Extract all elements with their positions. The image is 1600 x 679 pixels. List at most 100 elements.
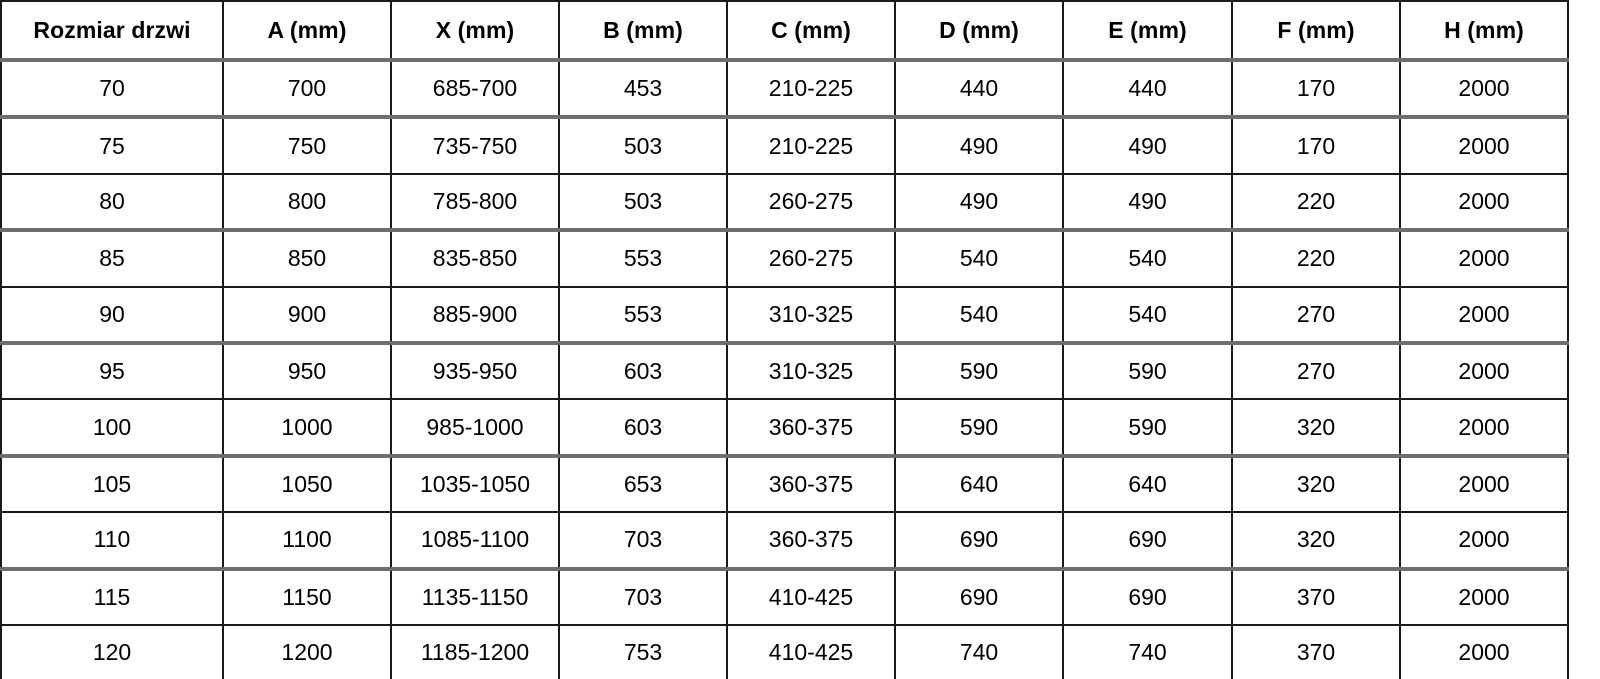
table-row: 95 950 935-950 603 310-325 590 590 270 2000	[0, 342, 1569, 401]
cell-b: 603	[558, 342, 728, 401]
table-header: Rozmiar drzwi A (mm) X (mm) B (mm) C (mm…	[0, 0, 1569, 62]
cell-h: 2000	[1399, 342, 1569, 401]
table-row: 100 1000 985-1000 603 360-375 590 590 320 2000	[0, 399, 1569, 458]
table-body: 70 700 685-700 453 210-225 440 440 170 2000 75 750…	[0, 60, 1569, 679]
column-header-size: Rozmiar drzwi	[0, 0, 224, 62]
cell-d: 590	[894, 399, 1064, 458]
cell-x: 885-900	[390, 286, 560, 345]
cell-f: 370	[1231, 624, 1401, 679]
table-header-row: Rozmiar drzwi A (mm) X (mm) B (mm) C (mm…	[0, 0, 1569, 62]
cell-f: 320	[1231, 399, 1401, 458]
cell-a: 1050	[222, 455, 392, 514]
table-row: 90 900 885-900 553 310-325 540 540 270 2000	[0, 286, 1569, 345]
cell-a: 800	[222, 173, 392, 233]
cell-d: 690	[894, 512, 1064, 571]
cell-a: 950	[222, 342, 392, 401]
cell-d: 540	[894, 230, 1064, 288]
cell-a: 850	[222, 230, 392, 288]
cell-e: 540	[1062, 230, 1233, 288]
cell-c: 310-325	[726, 286, 896, 345]
cell-e: 490	[1062, 173, 1233, 233]
cell-c: 310-325	[726, 342, 896, 401]
cell-x: 1185-1200	[390, 624, 560, 679]
cell-x: 1135-1150	[390, 568, 560, 626]
cell-h: 2000	[1399, 173, 1569, 233]
column-header-h: H (mm)	[1399, 0, 1569, 62]
cell-b: 703	[558, 568, 728, 626]
cell-size: 90	[0, 286, 224, 345]
cell-b: 553	[558, 286, 728, 345]
cell-b: 753	[558, 624, 728, 679]
cell-f: 220	[1231, 173, 1401, 233]
column-header-a: A (mm)	[222, 0, 392, 62]
cell-size: 80	[0, 173, 224, 233]
cell-c: 210-225	[726, 117, 896, 175]
cell-c: 360-375	[726, 455, 896, 514]
cell-d: 440	[894, 60, 1064, 120]
cell-h: 2000	[1399, 117, 1569, 175]
cell-f: 170	[1231, 60, 1401, 120]
cell-a: 1100	[222, 512, 392, 571]
cell-d: 690	[894, 568, 1064, 626]
table-row: 110 1100 1085-1100 703 360-375 690 690 320 2000	[0, 512, 1569, 571]
cell-h: 2000	[1399, 512, 1569, 571]
cell-size: 100	[0, 399, 224, 458]
cell-f: 220	[1231, 230, 1401, 288]
cell-e: 690	[1062, 568, 1233, 626]
cell-f: 170	[1231, 117, 1401, 175]
cell-size: 105	[0, 455, 224, 514]
cell-d: 540	[894, 286, 1064, 345]
cell-b: 453	[558, 60, 728, 120]
cell-size: 70	[0, 60, 224, 120]
cell-e: 590	[1062, 342, 1233, 401]
cell-a: 1200	[222, 624, 392, 679]
cell-e: 590	[1062, 399, 1233, 458]
cell-size: 120	[0, 624, 224, 679]
cell-x: 1085-1100	[390, 512, 560, 571]
cell-size: 75	[0, 117, 224, 175]
cell-e: 740	[1062, 624, 1233, 679]
table-row: 75 750 735-750 503 210-225 490 490 170 2000	[0, 117, 1569, 175]
cell-h: 2000	[1399, 286, 1569, 345]
cell-h: 2000	[1399, 624, 1569, 679]
cell-h: 2000	[1399, 399, 1569, 458]
cell-c: 260-275	[726, 173, 896, 233]
table-row: 105 1050 1035-1050 653 360-375 640 640 320 2000	[0, 455, 1569, 514]
cell-h: 2000	[1399, 60, 1569, 120]
cell-c: 210-225	[726, 60, 896, 120]
cell-x: 1035-1050	[390, 455, 560, 514]
cell-e: 640	[1062, 455, 1233, 514]
cell-a: 900	[222, 286, 392, 345]
column-header-x: X (mm)	[390, 0, 560, 62]
cell-f: 320	[1231, 455, 1401, 514]
cell-b: 603	[558, 399, 728, 458]
cell-c: 260-275	[726, 230, 896, 288]
table-row: 85 850 835-850 553 260-275 540 540 220 2000	[0, 230, 1569, 288]
cell-b: 653	[558, 455, 728, 514]
cell-size: 85	[0, 230, 224, 288]
cell-a: 700	[222, 60, 392, 120]
column-header-e: E (mm)	[1062, 0, 1233, 62]
table-row: 70 700 685-700 453 210-225 440 440 170 2000	[0, 60, 1569, 120]
table-row: 115 1150 1135-1150 703 410-425 690 690 370 2000	[0, 568, 1569, 626]
column-header-c: C (mm)	[726, 0, 896, 62]
table-row: 120 1200 1185-1200 753 410-425 740 740 370 2000	[0, 624, 1569, 679]
column-header-b: B (mm)	[558, 0, 728, 62]
cell-x: 735-750	[390, 117, 560, 175]
cell-e: 540	[1062, 286, 1233, 345]
cell-c: 410-425	[726, 624, 896, 679]
cell-b: 503	[558, 173, 728, 233]
cell-a: 1150	[222, 568, 392, 626]
cell-d: 640	[894, 455, 1064, 514]
cell-size: 110	[0, 512, 224, 571]
cell-f: 320	[1231, 512, 1401, 571]
cell-f: 370	[1231, 568, 1401, 626]
cell-c: 360-375	[726, 399, 896, 458]
cell-size: 95	[0, 342, 224, 401]
cell-d: 490	[894, 173, 1064, 233]
table-row: 80 800 785-800 503 260-275 490 490 220 2000	[0, 173, 1569, 233]
column-header-f: F (mm)	[1231, 0, 1401, 62]
cell-x: 935-950	[390, 342, 560, 401]
cell-a: 1000	[222, 399, 392, 458]
